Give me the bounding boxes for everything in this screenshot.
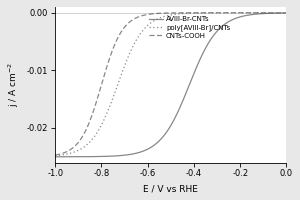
Line: poly[AVIII-Br]/CNTs: poly[AVIII-Br]/CNTs	[55, 13, 286, 156]
poly[AVIII-Br]/CNTs	[160, 16, 163, 18]
AVIII-Br-CNTs	[285, 12, 288, 14]
Line: CNTs-COOH: CNTs-COOH	[55, 13, 286, 155]
CNTs-COOH	[278, 12, 282, 14]
poly[AVIII-Br]/CNTs	[278, 12, 281, 14]
CNTs-COOH	[65, 150, 69, 153]
Legend: AVIII-Br-CNTs, poly[AVIII-Br]/CNTs, CNTs-COOH: AVIII-Br-CNTs, poly[AVIII-Br]/CNTs, CNTs…	[147, 14, 233, 41]
X-axis label: E / V vs RHE: E / V vs RHE	[143, 184, 198, 193]
CNTs-COOH	[160, 12, 163, 14]
AVIII-Br-CNTs	[166, 129, 169, 132]
poly[AVIII-Br]/CNTs	[65, 153, 69, 155]
AVIII-Br-CNTs	[65, 156, 69, 158]
Y-axis label: j / A cm$^{-2}$: j / A cm$^{-2}$	[7, 62, 21, 107]
poly[AVIII-Br]/CNTs	[236, 12, 239, 14]
Line: AVIII-Br-CNTs: AVIII-Br-CNTs	[55, 13, 286, 157]
poly[AVIII-Br]/CNTs	[278, 12, 282, 14]
AVIII-Br-CNTs	[236, 17, 239, 19]
CNTs-COOH	[53, 154, 57, 156]
poly[AVIII-Br]/CNTs	[285, 12, 288, 14]
CNTs-COOH	[236, 12, 239, 14]
CNTs-COOH	[278, 12, 281, 14]
poly[AVIII-Br]/CNTs	[166, 14, 169, 17]
CNTs-COOH	[285, 12, 288, 14]
AVIII-Br-CNTs	[53, 156, 57, 158]
AVIII-Br-CNTs	[278, 12, 282, 14]
AVIII-Br-CNTs	[160, 137, 163, 140]
AVIII-Br-CNTs	[278, 12, 281, 14]
poly[AVIII-Br]/CNTs	[53, 154, 57, 157]
CNTs-COOH	[166, 12, 169, 14]
